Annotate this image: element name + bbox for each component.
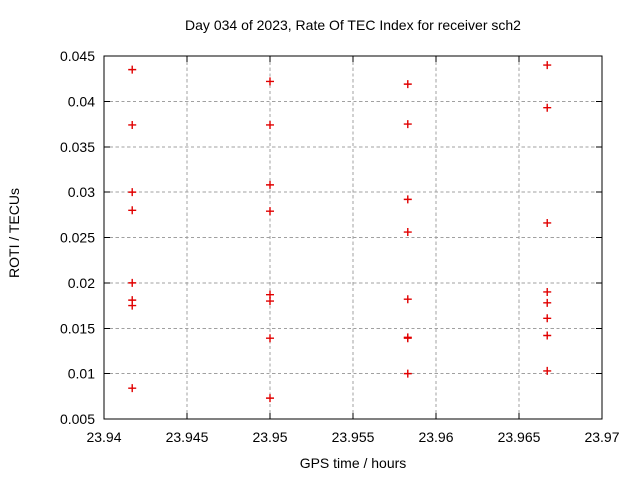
y-tick-label: 0.015 [60, 320, 95, 336]
data-point-marker [403, 120, 412, 129]
y-tick-label: 0.045 [60, 48, 95, 64]
x-tick-label: 23.945 [166, 429, 209, 445]
data-point-marker [543, 61, 552, 70]
data-point-marker [266, 394, 274, 403]
data-point-marker [403, 295, 412, 304]
data-point-marker [543, 218, 552, 227]
x-tick-label: 23.965 [498, 429, 541, 445]
data-point-marker [128, 120, 137, 129]
x-axis-title: GPS time / hours [299, 455, 407, 471]
y-tick-label: 0.01 [68, 366, 95, 382]
y-tick-label: 0.005 [60, 411, 95, 427]
data-point-marker [543, 103, 552, 112]
x-tick-label: 23.94 [86, 429, 121, 445]
data-point-marker [128, 65, 137, 74]
data-point-marker [266, 180, 274, 189]
data-point-marker [543, 314, 552, 323]
data-point-marker [403, 195, 412, 204]
y-tick-label: 0.02 [68, 275, 95, 291]
y-tick-label: 0.025 [60, 230, 95, 246]
chart-title: Day 034 of 2023, Rate Of TEC Index for r… [185, 17, 521, 33]
y-tick-label: 0.04 [68, 93, 95, 109]
data-point-marker [543, 298, 552, 307]
data-point-marker [128, 301, 137, 310]
data-point-marker [266, 77, 274, 86]
data-point-marker [128, 278, 137, 287]
data-point-marker [543, 366, 552, 375]
data-point-marker [266, 297, 274, 306]
data-point-marker [403, 369, 412, 378]
data-point-marker [543, 331, 552, 340]
data-point-marker [266, 120, 274, 129]
data-point-marker [266, 207, 274, 216]
data-point-marker [403, 80, 412, 89]
data-point-marker [128, 188, 137, 197]
data-point-marker [266, 334, 274, 343]
data-point-marker [128, 384, 137, 393]
y-tick-label: 0.035 [60, 139, 95, 155]
data-point-marker [128, 206, 137, 215]
x-tick-label: 23.97 [584, 429, 619, 445]
x-tick-label: 23.95 [252, 429, 287, 445]
y-tick-label: 0.03 [68, 184, 95, 200]
data-point-marker [403, 334, 412, 343]
x-tick-label: 23.96 [418, 429, 453, 445]
x-tick-label: 23.955 [332, 429, 375, 445]
data-point-marker [543, 287, 552, 296]
data-point-marker [403, 228, 412, 237]
